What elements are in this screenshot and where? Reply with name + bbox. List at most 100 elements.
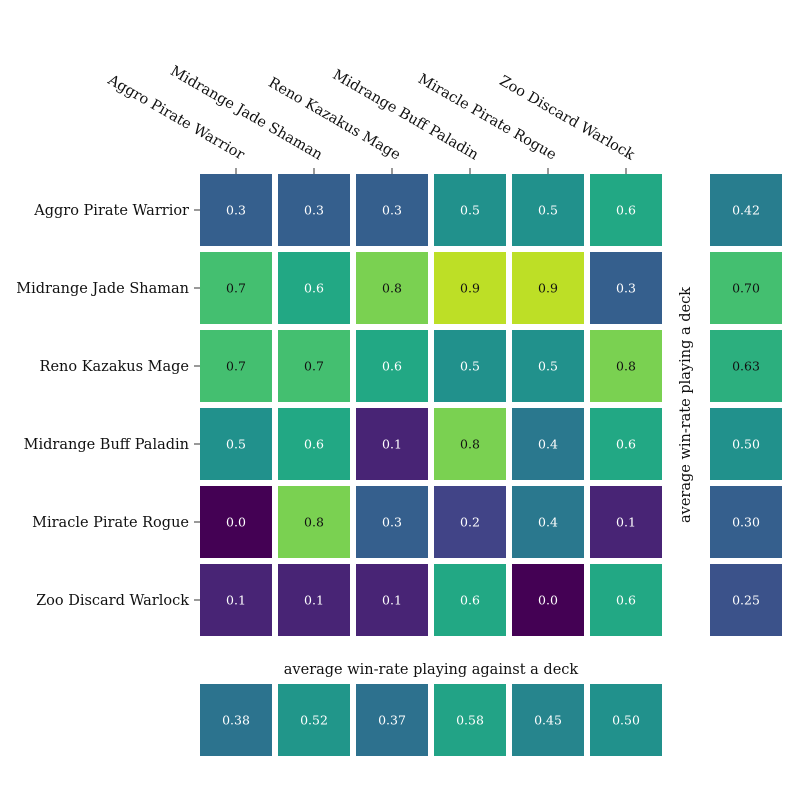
- heatmap-cell: [590, 174, 662, 246]
- row-average-cell: [710, 408, 782, 480]
- heatmap-cell-label: 0.3: [382, 515, 402, 530]
- heatmap-cell-label: 0.6: [616, 437, 636, 452]
- row-average-cell-label: 0.25: [732, 593, 760, 608]
- heatmap-cell: [590, 486, 662, 558]
- heatmap-cell-label: 0.0: [226, 515, 246, 530]
- heatmap-cell-label: 0.2: [460, 515, 480, 530]
- row-average-cell: [710, 486, 782, 558]
- heatmap-cell-label: 0.9: [460, 281, 480, 296]
- heatmap-cell: [434, 330, 506, 402]
- column-average-cell: [434, 684, 506, 756]
- heatmap-cell: [356, 564, 428, 636]
- column-average-cell: [200, 684, 272, 756]
- heatmap-cell-label: 0.6: [304, 437, 324, 452]
- heatmap-cell-label: 0.7: [226, 359, 246, 374]
- row-average-cell-label: 0.63: [732, 359, 760, 374]
- heatmap-cell: [278, 564, 350, 636]
- column-average-cells: 0.38 0.52 0.37 0.58 0.45 0.50: [200, 684, 662, 756]
- column-tick-label: Reno Kazakus Mage: [266, 75, 403, 164]
- column-average-cell-label: 0.58: [456, 713, 484, 728]
- heatmap-cell-label: 0.5: [226, 437, 246, 452]
- heatmap-cell: [590, 408, 662, 480]
- heatmap-cell: [278, 486, 350, 558]
- heatmap-cell-label: 0.8: [616, 359, 636, 374]
- heatmap-cell-label: 0.6: [304, 281, 324, 296]
- column-average-cell-label: 0.52: [300, 713, 328, 728]
- heatmap-cell: [200, 330, 272, 402]
- heatmap-cell-label: 0.6: [460, 593, 480, 608]
- column-tick-label: Zoo Discard Warlock: [497, 73, 638, 163]
- column-average-title: average win-rate playing against a deck: [284, 662, 579, 678]
- heatmap-cell-label: 0.5: [538, 359, 558, 374]
- heatmap-cell: [278, 408, 350, 480]
- column-tick-label: Aggro Pirate Warrior: [104, 72, 247, 164]
- row-tick-label: Midrange Buff Paladin: [24, 437, 189, 453]
- column-average-cell-label: 0.50: [612, 713, 640, 728]
- column-average-cell: [278, 684, 350, 756]
- column-average-cell: [512, 684, 584, 756]
- heatmap-cell-label: 0.5: [460, 359, 480, 374]
- heatmap-cell-label: 0.3: [616, 281, 636, 296]
- heatmap-cell-label: 0.8: [382, 281, 402, 296]
- column-tick-label: Miracle Pirate Rogue: [415, 71, 559, 163]
- heatmap-cell: [434, 174, 506, 246]
- heatmap-cell: [278, 330, 350, 402]
- heatmap-cell-label: 0.7: [304, 359, 324, 374]
- heatmap-cell: [512, 408, 584, 480]
- heatmap-cell: [512, 330, 584, 402]
- heatmap-cell-label: 0.4: [538, 437, 558, 452]
- column-average-cell-label: 0.37: [378, 713, 406, 728]
- row-average-cell-label: 0.50: [732, 437, 760, 452]
- heatmap-cell-label: 0.1: [226, 593, 246, 608]
- heatmap-cell-label: 0.1: [616, 515, 636, 530]
- heatmap-cell-label: 0.1: [382, 437, 402, 452]
- heatmap-cell-label: 0.0: [538, 593, 558, 608]
- heatmap-cell-label: 0.1: [382, 593, 402, 608]
- heatmap-cell-label: 0.7: [226, 281, 246, 296]
- heatmap-cell: [434, 252, 506, 324]
- heatmap-cell: [200, 174, 272, 246]
- heatmap-cell-label: 0.1: [304, 593, 324, 608]
- row-tick-labels: Aggro Pirate Warrior Midrange Jade Shaman…: [16, 203, 200, 609]
- heatmap-cell: [434, 486, 506, 558]
- heatmap-cell-label: 0.9: [538, 281, 558, 296]
- heatmap-cell: [512, 174, 584, 246]
- column-average-cell: [590, 684, 662, 756]
- heatmap-cell-label: 0.3: [382, 203, 402, 218]
- heatmap-cell: [356, 330, 428, 402]
- heatmap-cell: [512, 486, 584, 558]
- heatmap-cell: [590, 330, 662, 402]
- row-average-title: average win-rate playing a deck: [678, 287, 694, 523]
- heatmap-cell: [356, 252, 428, 324]
- heatmap-cell: [200, 408, 272, 480]
- heatmap-cell-label: 0.3: [226, 203, 246, 218]
- heatmap-cell-label: 0.3: [304, 203, 324, 218]
- heatmap-cell: [512, 564, 584, 636]
- heatmap-cell-label: 0.5: [538, 203, 558, 218]
- heatmap-cell-label: 0.6: [616, 593, 636, 608]
- heatmap-cell: [200, 486, 272, 558]
- heatmap-cell: [200, 564, 272, 636]
- column-average-cell-label: 0.38: [222, 713, 250, 728]
- row-average-cell: [710, 252, 782, 324]
- row-average-cell: [710, 330, 782, 402]
- row-tick-label: Aggro Pirate Warrior: [33, 203, 189, 219]
- heatmap-cell: [512, 252, 584, 324]
- heatmap-cell: [590, 252, 662, 324]
- row-average-cell-label: 0.30: [732, 515, 760, 530]
- heatmap-cell: [434, 408, 506, 480]
- heatmap-cell-label: 0.5: [460, 203, 480, 218]
- column-average-cell-label: 0.45: [534, 713, 562, 728]
- heatmap-cell-label: 0.6: [616, 203, 636, 218]
- matrix-cells: 0.3 0.3 0.3 0.5 0.5 0.6 0.7 0.6 0.8 0.9 0.9 0.3 0.7 0…: [200, 174, 662, 636]
- row-tick-label: Midrange Jade Shaman: [16, 281, 189, 297]
- heatmap-cell: [590, 564, 662, 636]
- heatmap-cell: [434, 564, 506, 636]
- row-tick-label: Miracle Pirate Rogue: [32, 515, 189, 531]
- column-tick-label: Midrange Buff Paladin: [330, 67, 481, 164]
- heatmap-cell-label: 0.8: [460, 437, 480, 452]
- heatmap-cell: [200, 252, 272, 324]
- heatmap-cell: [356, 408, 428, 480]
